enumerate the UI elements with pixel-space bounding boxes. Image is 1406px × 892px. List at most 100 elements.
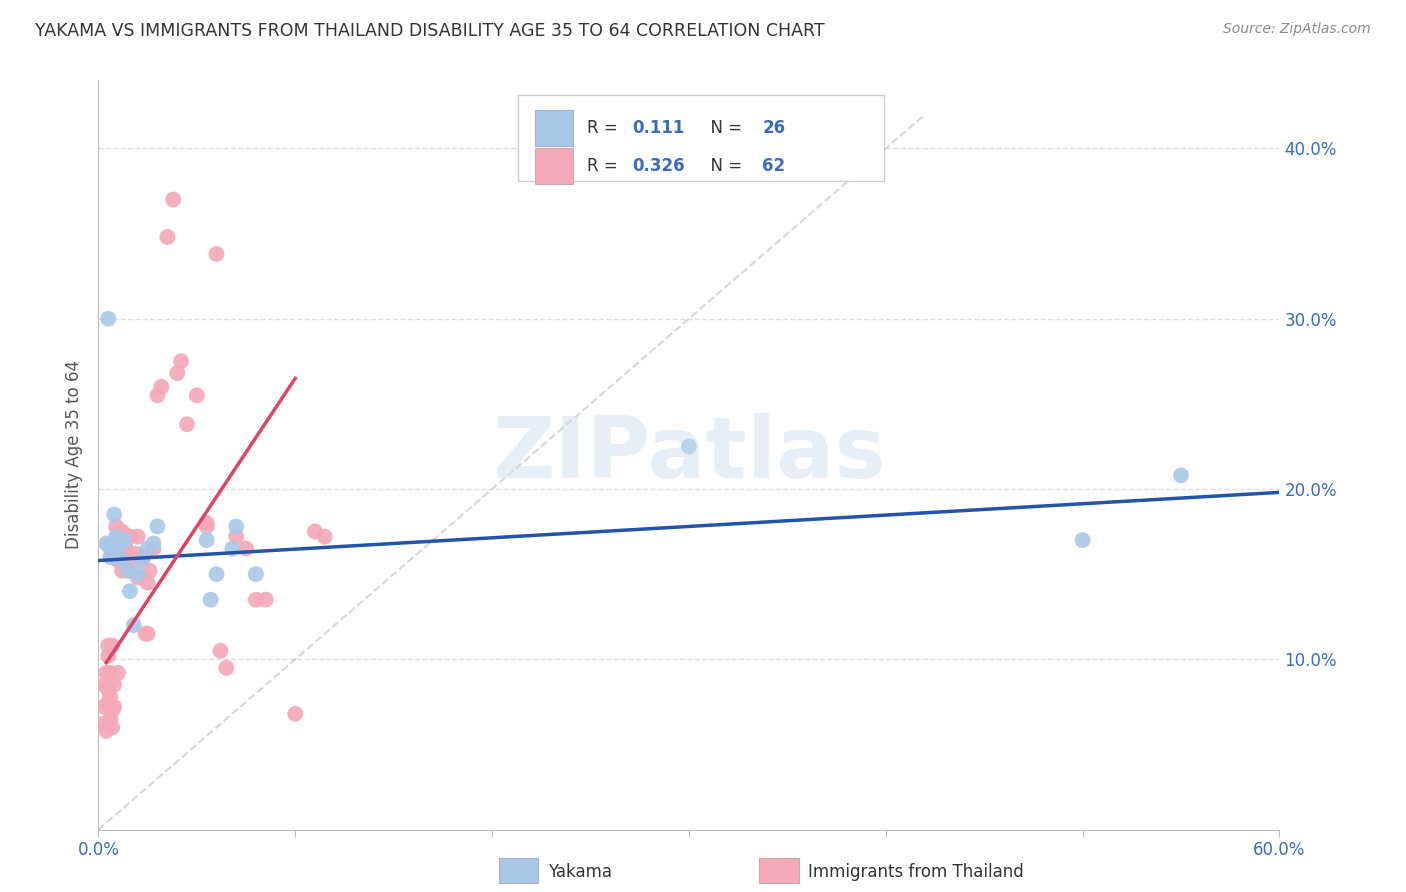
Point: [98, 550, 121, 565]
Point: [101, 639, 124, 653]
Point: [225, 519, 247, 533]
Point: [108, 524, 131, 539]
Point: [245, 592, 267, 607]
Point: [117, 530, 139, 544]
Point: [97, 538, 120, 552]
Point: [103, 547, 125, 561]
Point: [138, 564, 160, 578]
Point: [96, 723, 118, 738]
Point: [125, 547, 148, 561]
Point: [142, 541, 165, 556]
Point: [91, 717, 114, 731]
Point: [245, 567, 267, 582]
Point: [101, 720, 124, 734]
Point: [111, 553, 134, 567]
Point: [205, 247, 228, 261]
Point: [103, 678, 125, 692]
Point: [96, 536, 118, 550]
Point: [678, 439, 700, 453]
Text: Immigrants from Thailand: Immigrants from Thailand: [808, 863, 1024, 881]
Point: [136, 541, 159, 556]
Point: [166, 366, 188, 380]
Point: [195, 519, 218, 533]
Y-axis label: Disability Age 35 to 64: Disability Age 35 to 64: [65, 360, 83, 549]
Point: [112, 541, 135, 556]
Point: [136, 626, 159, 640]
Point: [146, 388, 169, 402]
Point: [97, 648, 120, 663]
Point: [103, 700, 125, 714]
Point: [200, 592, 222, 607]
Point: [112, 533, 135, 547]
Point: [98, 712, 121, 726]
Point: [176, 417, 198, 432]
Point: [101, 547, 124, 561]
Point: [209, 644, 232, 658]
Point: [205, 567, 228, 582]
Point: [215, 661, 238, 675]
Point: [93, 700, 115, 714]
Point: [115, 541, 138, 556]
Point: [146, 519, 169, 533]
Point: [127, 530, 149, 544]
Text: 0.326: 0.326: [633, 157, 685, 175]
Point: [284, 706, 307, 721]
Point: [105, 530, 128, 544]
Point: [111, 564, 134, 578]
Point: [107, 665, 129, 680]
Point: [105, 519, 128, 533]
Point: [117, 564, 139, 578]
Text: Yakama: Yakama: [548, 863, 613, 881]
Point: [97, 639, 120, 653]
Point: [117, 564, 139, 578]
Text: 0.111: 0.111: [633, 119, 685, 137]
Point: [186, 388, 208, 402]
Point: [111, 524, 134, 539]
Text: R =: R =: [588, 157, 623, 175]
Point: [1170, 468, 1192, 483]
Point: [195, 516, 218, 530]
Text: N =: N =: [700, 119, 747, 137]
Point: [304, 524, 326, 539]
Point: [225, 530, 247, 544]
Point: [107, 553, 129, 567]
Point: [162, 193, 184, 207]
Point: [314, 530, 336, 544]
Point: [235, 541, 257, 556]
Point: [131, 550, 153, 565]
Point: [97, 311, 120, 326]
Text: R =: R =: [588, 119, 623, 137]
Point: [132, 550, 155, 565]
Point: [170, 354, 193, 368]
Point: [135, 626, 157, 640]
Point: [195, 533, 218, 547]
FancyBboxPatch shape: [536, 110, 574, 146]
Point: [118, 530, 141, 544]
Point: [156, 230, 179, 244]
Text: 26: 26: [762, 119, 786, 137]
Point: [127, 567, 149, 582]
Point: [122, 553, 145, 567]
Point: [98, 690, 121, 704]
Point: [96, 665, 118, 680]
Point: [97, 695, 120, 709]
FancyBboxPatch shape: [517, 95, 884, 181]
Point: [97, 682, 120, 697]
Point: [1071, 533, 1094, 547]
Point: [118, 584, 141, 599]
Point: [127, 570, 149, 584]
Text: Source: ZipAtlas.com: Source: ZipAtlas.com: [1223, 22, 1371, 37]
Point: [101, 703, 124, 717]
Point: [131, 553, 153, 567]
Text: 62: 62: [762, 157, 786, 175]
Point: [142, 536, 165, 550]
Point: [221, 541, 243, 556]
FancyBboxPatch shape: [536, 148, 574, 184]
Point: [93, 678, 115, 692]
Text: ZIPatlas: ZIPatlas: [492, 413, 886, 497]
Point: [122, 618, 145, 632]
Point: [107, 541, 129, 556]
Point: [98, 665, 121, 680]
Point: [107, 530, 129, 544]
Point: [254, 592, 277, 607]
